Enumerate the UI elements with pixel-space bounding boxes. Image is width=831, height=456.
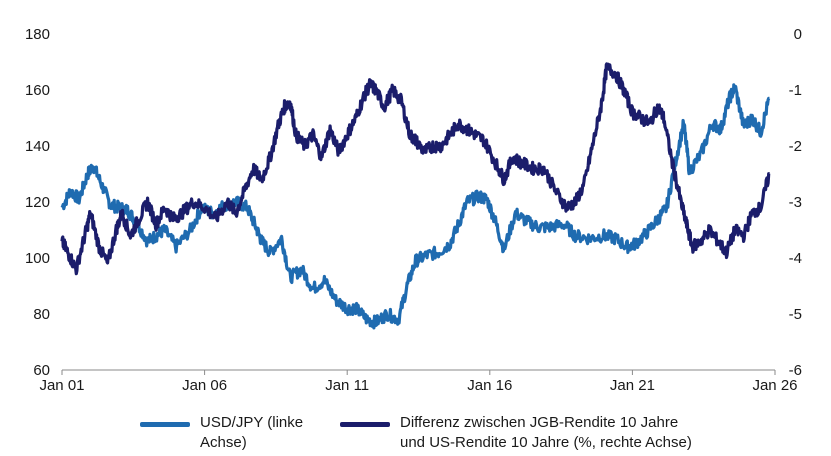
left-axis-tick-180: 180 xyxy=(25,26,50,43)
left-axis-tick-60: 60 xyxy=(33,362,50,379)
legend-swatch-usdjpy xyxy=(140,422,190,427)
chart-axes xyxy=(61,369,776,375)
right-axis-tick-0: 0 xyxy=(794,26,802,43)
x-axis-tick-Jan-11: Jan 11 xyxy=(325,377,369,394)
left-axis-tick-100: 100 xyxy=(25,250,50,267)
series-line-0 xyxy=(60,83,771,330)
chart-series-lines xyxy=(60,62,771,330)
x-axis-tick-Jan-26: Jan 26 xyxy=(752,377,797,394)
legend-swatch-yield-spread xyxy=(340,422,390,427)
legend-label-yield-spread-line2: und US-Rendite 10 Jahre (%, rechte Achse… xyxy=(400,434,692,451)
left-axis-tick-160: 160 xyxy=(25,82,50,99)
left-axis-tick-140: 140 xyxy=(25,138,50,155)
right-axis-tick--1: -1 xyxy=(789,82,802,99)
right-axis-tick--3: -3 xyxy=(789,194,802,211)
left-axis-tick-80: 80 xyxy=(33,306,50,323)
right-axis-tick--4: -4 xyxy=(789,250,802,267)
legend-label-yield-spread-line1: Differenz zwischen JGB-Rendite 10 Jahre xyxy=(400,414,679,431)
left-axis-tick-120: 120 xyxy=(25,194,50,211)
x-axis-tick-Jan-06: Jan 06 xyxy=(182,377,227,394)
legend-label-usdjpy-line1: USD/JPY (linke xyxy=(200,414,304,431)
x-axis-tick-Jan-16: Jan 16 xyxy=(467,377,512,394)
legend-label-usdjpy-line2: Achse) xyxy=(200,434,247,451)
x-axis-tick-Jan-21: Jan 21 xyxy=(610,377,655,394)
right-axis-tick--6: -6 xyxy=(789,362,802,379)
right-axis-tick--2: -2 xyxy=(789,138,802,155)
right-axis-tick--5: -5 xyxy=(789,306,802,323)
chart-tick-labels: 60 80 100 120 140 160 180 -6 -5 -4 -3 -2 -1 0 Jan 01 Ja… xyxy=(25,26,802,394)
series-line-1 xyxy=(60,62,771,276)
x-axis-tick-Jan-01: Jan 01 xyxy=(39,377,84,394)
line-chart: 60 80 100 120 140 160 180 -6 -5 -4 -3 -2 -1 0 Jan 01 Ja… xyxy=(25,26,802,394)
